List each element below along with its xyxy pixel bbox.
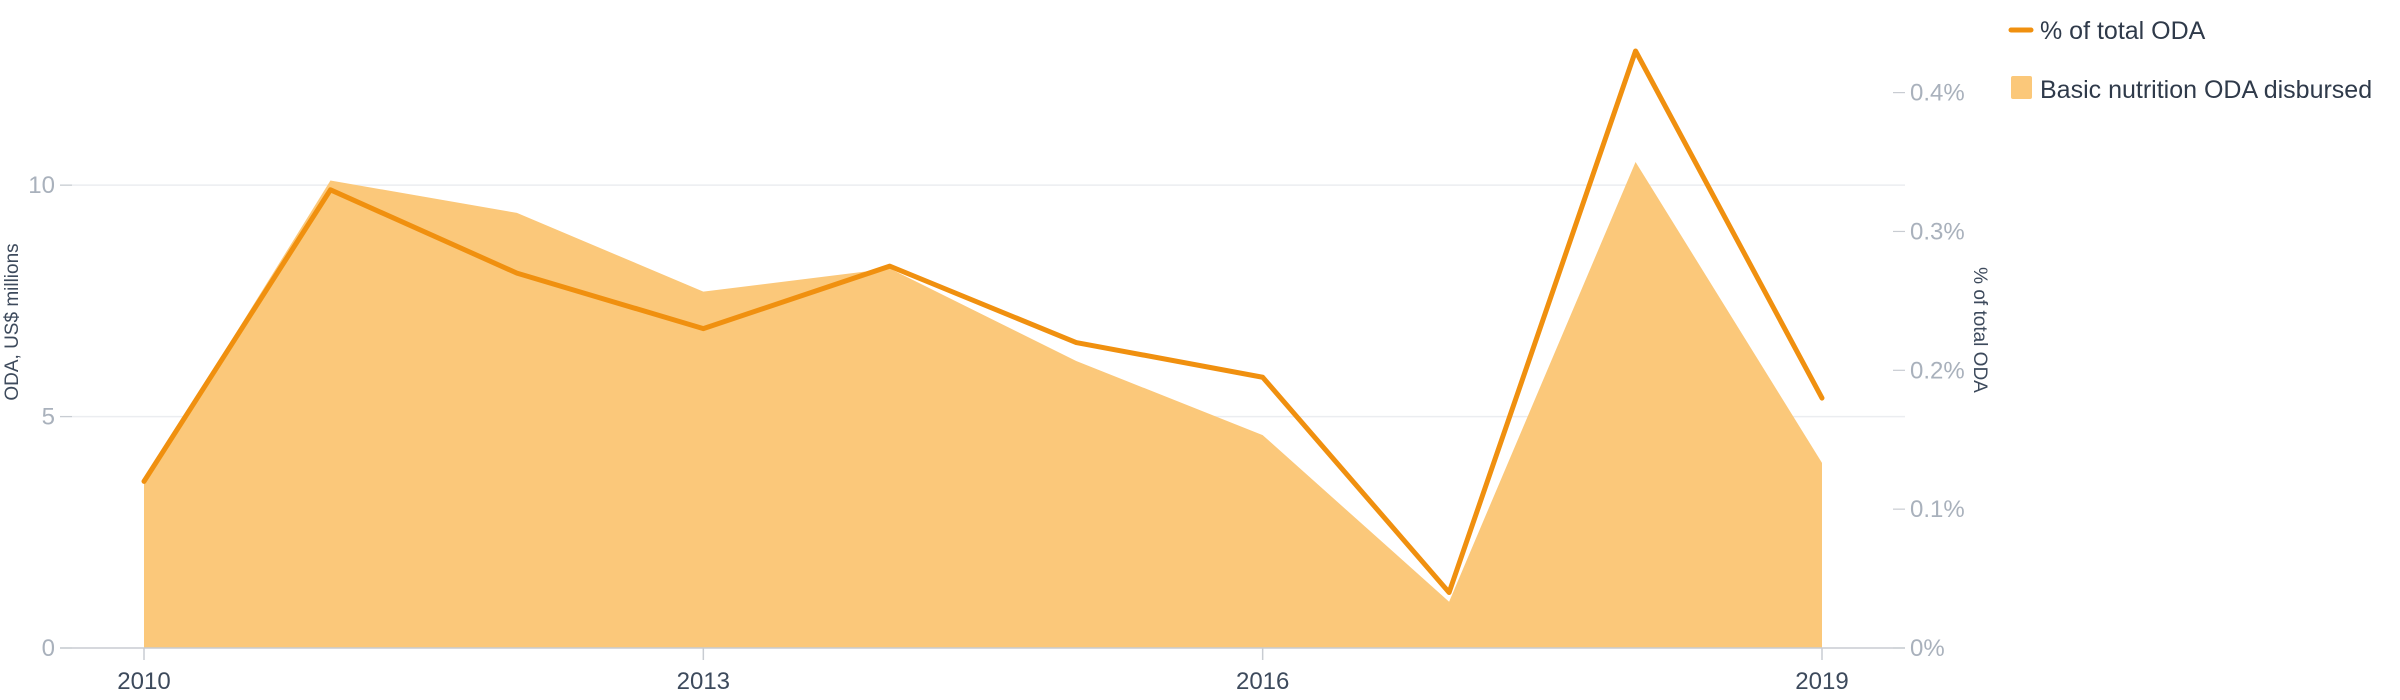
- y-right-tick-label-0: 0%: [1910, 635, 1945, 662]
- line-point-2010[interactable]: [138, 475, 150, 487]
- y-right-axis-title: % of total ODA: [1969, 267, 1990, 393]
- line-point-2014[interactable]: [884, 260, 896, 272]
- y-right-tick-label-1: 0.1%: [1910, 496, 1965, 523]
- line-point-2019[interactable]: [1816, 392, 1828, 404]
- y-left-tick-label-0: 0: [42, 635, 55, 662]
- x-tick-label-2: 2016: [1236, 668, 1289, 695]
- line-point-2011[interactable]: [324, 184, 336, 196]
- line-point-2017[interactable]: [1443, 586, 1455, 598]
- y-right-tick-labels: 0% 0.1% 0.2% 0.3% 0.4%: [1910, 80, 1965, 662]
- y-left-tick-labels: 0 5 10: [28, 172, 55, 662]
- y-right-tick-label-2: 0.2%: [1910, 357, 1965, 384]
- legend-label-area: Basic nutrition ODA disbursed: [2040, 76, 2372, 104]
- line-point-2013[interactable]: [697, 323, 709, 335]
- legend-label-line: % of total ODA: [2040, 17, 2206, 45]
- legend[interactable]: % of total ODA Basic nutrition ODA disbu…: [2011, 17, 2372, 104]
- x-tick-label-1: 2013: [677, 668, 730, 695]
- line-point-2012[interactable]: [511, 267, 523, 279]
- y-right-tick-label-4: 0.4%: [1910, 80, 1965, 107]
- y-left-tick-label-1: 5: [42, 404, 55, 431]
- x-tick-label-3: 2019: [1795, 668, 1848, 695]
- x-tick-labels: 2010 2013 2016 2019: [117, 668, 1848, 695]
- line-point-2016[interactable]: [1257, 371, 1269, 383]
- x-tick-label-0: 2010: [117, 668, 170, 695]
- y-right-tick-label-3: 0.3%: [1910, 218, 1965, 245]
- legend-item-line[interactable]: % of total ODA: [2011, 17, 2206, 45]
- y-left-tick-label-2: 10: [28, 172, 55, 199]
- legend-area-swatch: [2011, 76, 2032, 99]
- line-point-2018[interactable]: [1630, 45, 1642, 57]
- y-left-axis-title: ODA, US$ millions: [2, 243, 23, 400]
- legend-item-area[interactable]: Basic nutrition ODA disbursed: [2011, 76, 2372, 104]
- line-point-2015[interactable]: [1070, 337, 1082, 349]
